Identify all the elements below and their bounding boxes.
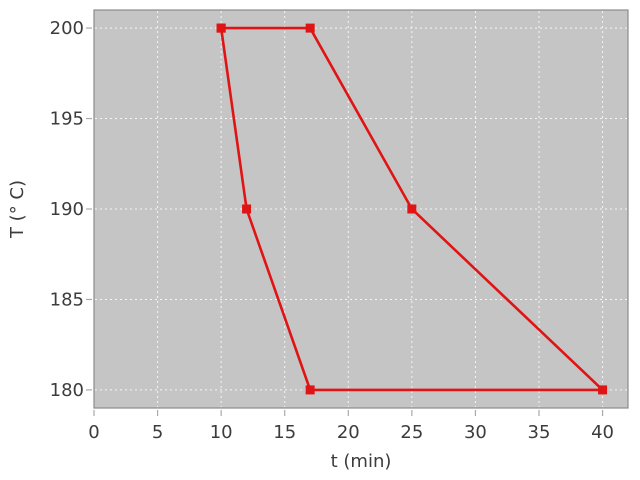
y-tick-label: 185 [50, 289, 84, 310]
y-tick-label: 195 [50, 109, 84, 130]
x-tick-label: 0 [88, 422, 99, 443]
data-point-marker [305, 385, 315, 395]
y-tick-label: 190 [50, 199, 84, 220]
x-tick-label: 5 [152, 422, 163, 443]
data-point-marker [598, 385, 608, 395]
x-tick-label: 30 [464, 422, 487, 443]
y-tick-label: 180 [50, 380, 84, 401]
plot-border [93, 9, 629, 409]
x-tick-label: 40 [591, 422, 614, 443]
y-axis-label: T (° C) [7, 180, 28, 239]
x-tick-label: 10 [210, 422, 233, 443]
y-tick-label: 200 [50, 18, 84, 39]
x-tick-label: 20 [337, 422, 360, 443]
x-axis-label: t (min) [331, 451, 392, 472]
x-tick-label: 35 [528, 422, 551, 443]
x-tick-label: 15 [273, 422, 296, 443]
data-point-marker [216, 23, 226, 33]
x-tick-label: 25 [400, 422, 423, 443]
data-point-marker [407, 204, 417, 214]
data-point-marker [305, 23, 315, 33]
data-point-marker [242, 204, 252, 214]
